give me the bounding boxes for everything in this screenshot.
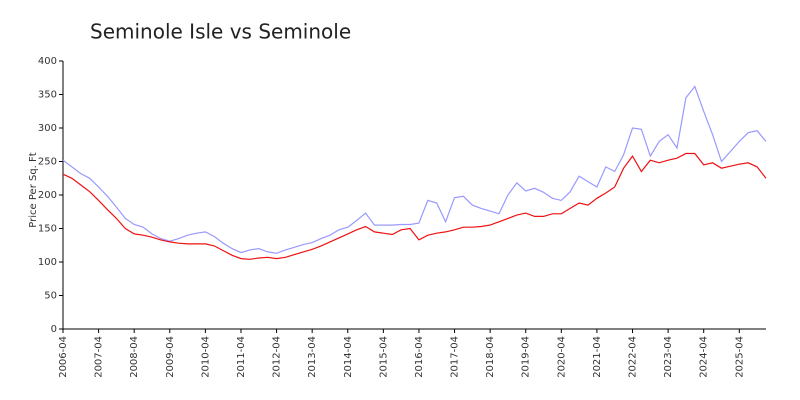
x-tick-label: 2022-04 — [628, 336, 639, 378]
x-tick-label: 2009-04 — [165, 336, 176, 378]
y-tick-label: 100 — [38, 257, 57, 268]
x-tick-label: 2016-04 — [414, 336, 425, 378]
y-tick-label: 150 — [38, 224, 57, 235]
y-tick-label: 200 — [38, 190, 57, 201]
x-tick-label: 2012-04 — [272, 336, 283, 378]
x-tick-label: 2013-04 — [307, 336, 318, 378]
x-tick-label: 2014-04 — [343, 336, 354, 378]
x-tick-label: 2017-04 — [450, 336, 461, 378]
x-tick-label: 2007-04 — [94, 336, 105, 378]
y-axis-label: Price Per Sq. Ft — [28, 152, 39, 227]
x-tick-label: 2019-04 — [521, 336, 532, 378]
x-tick-label: 2021-04 — [592, 336, 603, 378]
x-tick-label: 2025-04 — [734, 336, 745, 378]
x-tick-label: 2011-04 — [236, 336, 247, 378]
x-tick-label: 2006-04 — [58, 336, 69, 378]
series-line — [62, 152, 767, 260]
y-tick-label: 50 — [44, 291, 57, 302]
series-line — [62, 85, 767, 254]
y-tick-label: 250 — [38, 157, 57, 168]
x-tick-label: 2023-04 — [663, 336, 674, 378]
x-tick-label: 2020-04 — [556, 336, 567, 378]
x-tick-label: 2018-04 — [485, 336, 496, 378]
x-tick-label: 2024-04 — [699, 336, 710, 378]
y-tick-label: 400 — [38, 56, 57, 67]
chart-title: Seminole Isle vs Seminole — [90, 20, 351, 44]
y-tick-label: 0 — [51, 324, 57, 335]
y-tick-label: 300 — [38, 123, 57, 134]
x-tick-label: 2015-04 — [378, 336, 389, 378]
x-tick-label: 2010-04 — [200, 336, 211, 378]
y-tick-label: 350 — [38, 90, 57, 101]
x-tick-label: 2008-04 — [129, 336, 140, 378]
